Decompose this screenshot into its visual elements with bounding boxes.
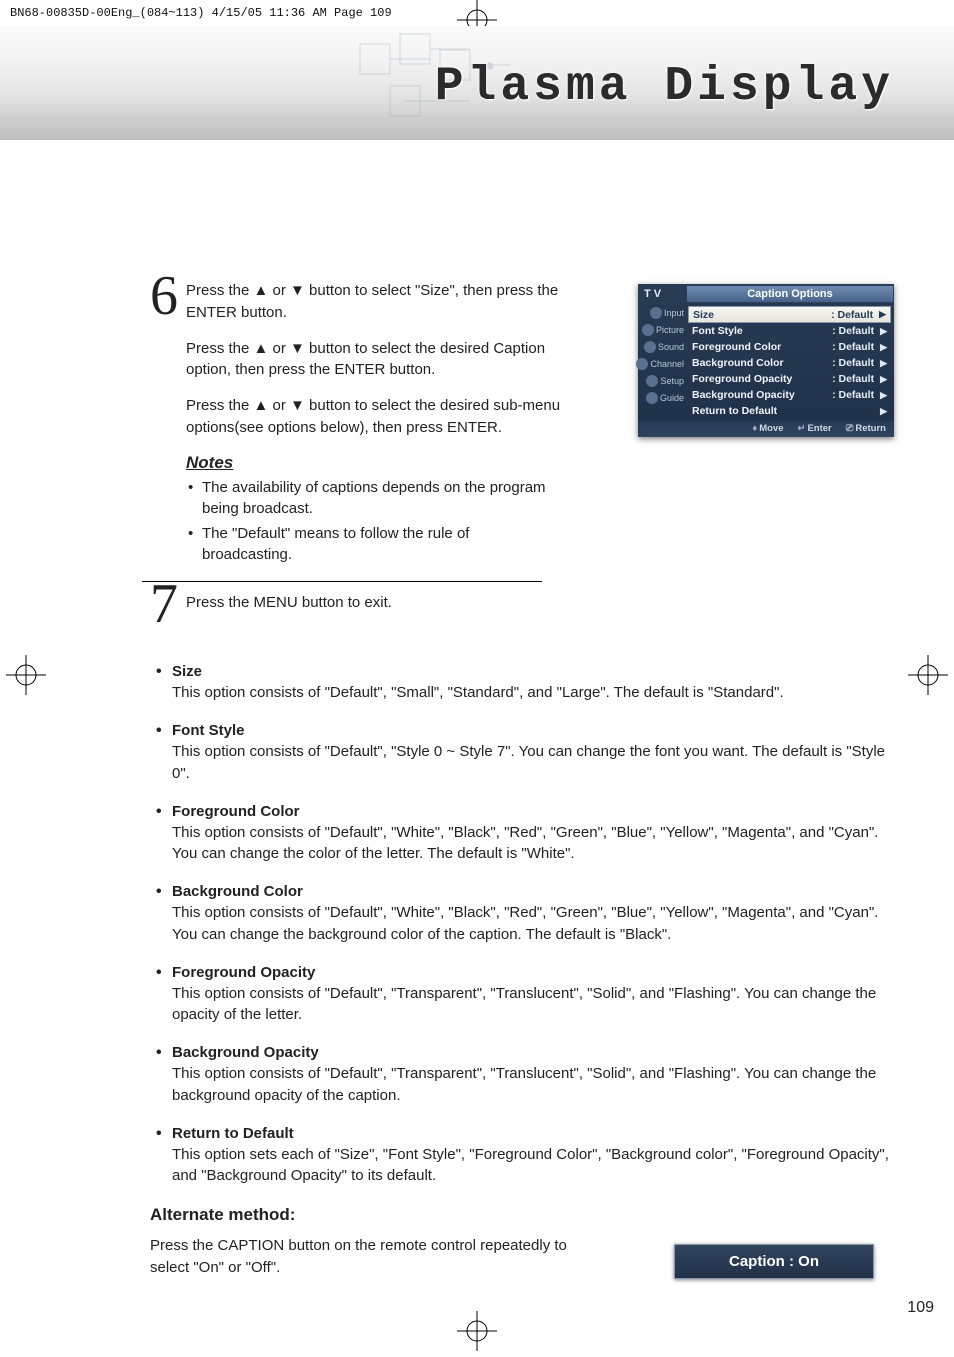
step-6-p1: Press the ▲ or ▼ button to select "Size"… bbox=[186, 280, 566, 324]
content: 6 Press the ▲ or ▼ button to select "Siz… bbox=[0, 140, 954, 1357]
step-7-number: 7 bbox=[150, 576, 178, 632]
section-divider bbox=[142, 581, 542, 582]
option-bgcolor: Background ColorThis option consists of … bbox=[150, 883, 894, 946]
option-bgopacity: Background OpacityThis option consists o… bbox=[150, 1044, 894, 1107]
page-number: 109 bbox=[150, 1299, 934, 1317]
option-returndefault: Return to DefaultThis option sets each o… bbox=[150, 1125, 894, 1188]
step-6-p3: Press the ▲ or ▼ button to select the de… bbox=[186, 395, 566, 439]
step-7-p1: Press the MENU button to exit. bbox=[186, 592, 566, 614]
caption-status-badge: Caption : On bbox=[674, 1244, 874, 1279]
step-6-number: 6 bbox=[150, 268, 178, 324]
step-6: 6 Press the ▲ or ▼ button to select "Siz… bbox=[150, 280, 894, 565]
alternate-text: Press the CAPTION button on the remote c… bbox=[150, 1235, 570, 1279]
options-list: SizeThis option consists of "Default", "… bbox=[150, 663, 894, 1187]
alternate-heading: Alternate method: bbox=[150, 1205, 894, 1225]
notes-heading: Notes bbox=[186, 453, 894, 473]
notes-item: The "Default" means to follow the rule o… bbox=[186, 523, 546, 565]
step-6-p2: Press the ▲ or ▼ button to select the de… bbox=[186, 338, 566, 382]
notes-item: The availability of captions depends on … bbox=[186, 477, 546, 519]
registration-mark-bottom-icon bbox=[457, 1311, 497, 1351]
option-fgcolor: Foreground ColorThis option consists of … bbox=[150, 803, 894, 866]
banner-title: Plasma Display bbox=[435, 60, 894, 114]
notes-list: The availability of captions depends on … bbox=[186, 477, 546, 565]
option-fontstyle: Font StyleThis option consists of "Defau… bbox=[150, 722, 894, 785]
page: BN68-00835D-00Eng_(084~113) 4/15/05 11:3… bbox=[0, 0, 954, 1357]
banner: Plasma Display bbox=[0, 26, 954, 140]
step-7: 7 Press the MENU button to exit. bbox=[150, 592, 894, 614]
option-fgopacity: Foreground OpacityThis option consists o… bbox=[150, 964, 894, 1027]
option-size: SizeThis option consists of "Default", "… bbox=[150, 663, 894, 704]
